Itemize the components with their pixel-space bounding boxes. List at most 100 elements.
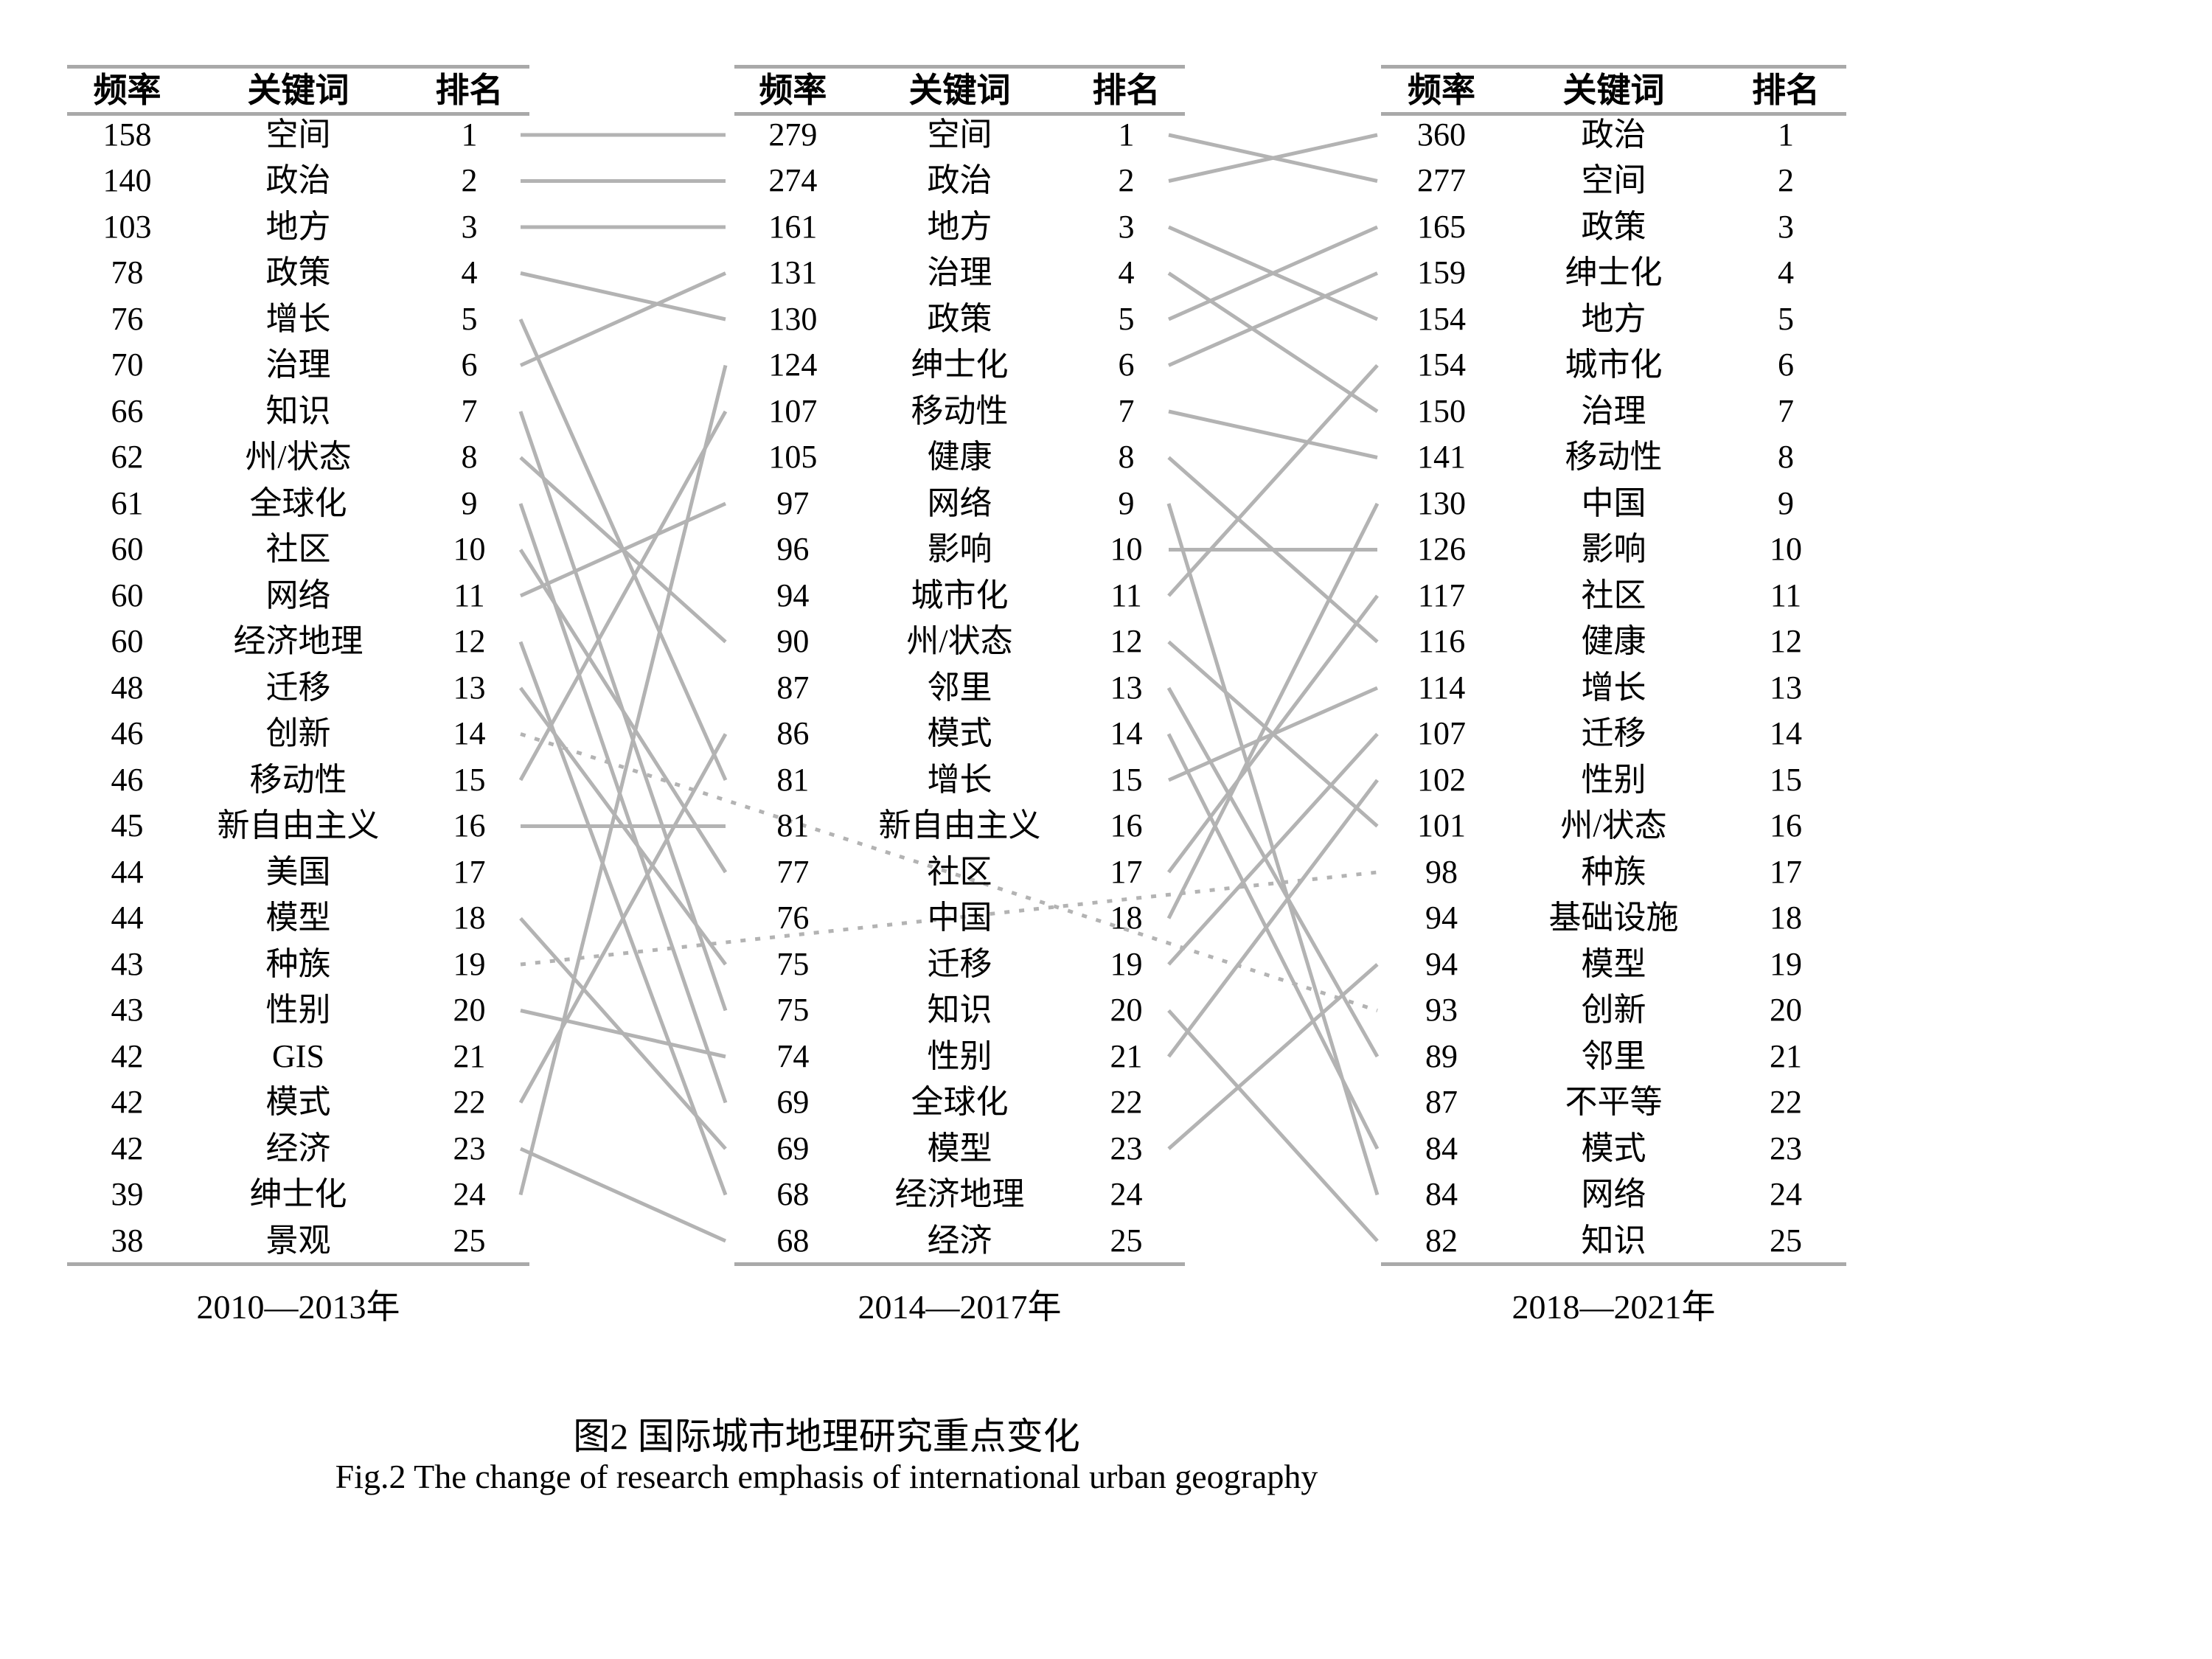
table-row: 60 网络 11 — [67, 573, 529, 619]
frequency-cell: 42 — [111, 1130, 144, 1166]
frequency-cell: 154 — [1417, 347, 1467, 383]
rank-link-2014-2018 — [1167, 364, 1379, 597]
table-row: 158 空间 1 — [67, 112, 529, 159]
rank-link-2014-2018 — [1167, 963, 1379, 1150]
table-row: 130 政策 5 — [734, 296, 1185, 343]
rank-cell: 12 — [453, 623, 486, 660]
rank-cell: 11 — [453, 577, 485, 613]
frequency-cell: 94 — [776, 577, 810, 613]
rank-cell: 14 — [1769, 715, 1802, 752]
table-row: 87 不平等 22 — [1381, 1079, 1846, 1126]
frequency-cell: 131 — [768, 254, 818, 291]
rank-cell: 6 — [461, 347, 478, 383]
frequency-cell: 48 — [111, 669, 144, 706]
table-row: 82 知识 25 — [1381, 1218, 1846, 1265]
keyword-cell: 模式 — [927, 715, 992, 752]
rank-cell: 16 — [453, 807, 486, 844]
rank-link-2010-2014 — [519, 271, 727, 367]
frequency-cell: 102 — [1417, 761, 1467, 798]
rank-cell: 18 — [453, 900, 486, 936]
keyword-cell: 空间 — [265, 116, 331, 153]
rank-link-2014-2018 — [1166, 502, 1380, 919]
table-row: 165 政策 3 — [1381, 204, 1846, 251]
keyword-cell: 政策 — [927, 300, 992, 337]
rank-cell: 22 — [1769, 1084, 1802, 1121]
frequency-cell: 89 — [1425, 1037, 1458, 1074]
table-row: 161 地方 3 — [734, 204, 1185, 251]
keyword-cell: 网络 — [1581, 1176, 1646, 1213]
keyword-cell: 空间 — [1581, 162, 1646, 199]
rank-link-dotted-2010-2018 — [520, 870, 1378, 967]
rank-cell: 19 — [453, 945, 486, 982]
table-row: 89 邻里 21 — [1381, 1034, 1846, 1080]
keyword-cell: 空间 — [927, 116, 992, 153]
table-row: 42 模式 22 — [67, 1079, 529, 1126]
frequency-cell: 46 — [111, 761, 144, 798]
keyword-cell: 模式 — [265, 1084, 331, 1121]
rank-link-2010-2014 — [518, 410, 728, 782]
rank-link-2014-2018 — [1167, 1009, 1379, 1242]
table-row: 81 增长 15 — [734, 757, 1185, 804]
keyword-cell: 基础设施 — [1548, 900, 1679, 936]
keyword-cell: 性别 — [927, 1037, 992, 1074]
keyword-cell: GIS — [272, 1037, 324, 1074]
table-row: 75 迁移 19 — [734, 942, 1185, 988]
keyword-cell: 社区 — [265, 531, 331, 568]
table-row: 87 邻里 13 — [734, 665, 1185, 712]
frequency-cell: 117 — [1417, 577, 1466, 613]
table-row: 94 基础设施 18 — [1381, 895, 1846, 942]
keyword-cell: 健康 — [1581, 623, 1646, 660]
keyword-cell: 新自由主义 — [217, 807, 380, 844]
table-row: 68 经济 25 — [734, 1218, 1185, 1265]
rank-cell: 7 — [1118, 392, 1135, 429]
rank-cell: 16 — [1110, 807, 1143, 844]
frequency-cell: 60 — [111, 623, 144, 660]
keyword-cell: 社区 — [927, 853, 992, 890]
rank-cell: 11 — [1770, 577, 1802, 613]
table-row: 39 绅士化 24 — [67, 1172, 529, 1218]
keyword-cell: 网络 — [927, 484, 992, 521]
rank-cell: 23 — [453, 1130, 486, 1166]
table-row: 48 迁移 13 — [67, 665, 529, 712]
keyword-cell: 影响 — [927, 531, 992, 568]
keyword-cell: 政治 — [265, 162, 331, 199]
frequency-cell: 116 — [1417, 623, 1466, 660]
rank-cell: 16 — [1769, 807, 1802, 844]
table-header-row: 频率 关键词 排名 — [1381, 69, 1846, 112]
rank-cell: 25 — [453, 1222, 486, 1259]
rank-cell: 9 — [1777, 484, 1794, 521]
rank-cell: 10 — [1110, 531, 1143, 568]
rank-cell: 2 — [1118, 162, 1135, 199]
table-row: 279 空间 1 — [734, 112, 1185, 159]
rank-cell: 21 — [1769, 1037, 1802, 1074]
frequency-cell: 101 — [1417, 807, 1467, 844]
table-row: 140 政治 2 — [67, 158, 529, 204]
rank-cell: 4 — [1777, 254, 1794, 291]
frequency-cell: 84 — [1425, 1176, 1458, 1213]
frequency-cell: 39 — [111, 1176, 144, 1213]
keyword-cell: 中国 — [927, 900, 992, 936]
table-row: 46 移动性 15 — [67, 757, 529, 804]
rank-cell: 2 — [461, 162, 478, 199]
table-row: 130 中国 9 — [1381, 481, 1846, 527]
period-caption: 2018—2021年 — [1512, 1288, 1716, 1326]
rank-cell: 8 — [461, 439, 478, 476]
frequency-cell: 360 — [1417, 116, 1467, 153]
rank-cell: 24 — [1769, 1176, 1802, 1213]
rank-cell: 24 — [1110, 1176, 1143, 1213]
keyword-cell: 政治 — [927, 162, 992, 199]
frequency-cell: 82 — [1425, 1222, 1458, 1259]
frequency-cell: 279 — [768, 116, 818, 153]
frequency-cell: 150 — [1417, 392, 1467, 429]
rank-table-period-3: 频率 关键词 排名 360 政治 1 277 空间 2 165 政策 3 159 绅士化 4 154 地方 5 15… — [1381, 0, 1846, 1659]
keyword-cell: 模式 — [1581, 1130, 1646, 1166]
keyword-cell: 移动性 — [249, 761, 347, 798]
rank-cell: 5 — [461, 300, 478, 337]
frequency-cell: 78 — [111, 254, 144, 291]
frequency-cell: 96 — [776, 531, 810, 568]
rank-cell: 4 — [461, 254, 478, 291]
keyword-cell: 健康 — [927, 439, 992, 476]
frequency-cell: 45 — [111, 807, 144, 844]
frequency-cell: 69 — [776, 1130, 810, 1166]
